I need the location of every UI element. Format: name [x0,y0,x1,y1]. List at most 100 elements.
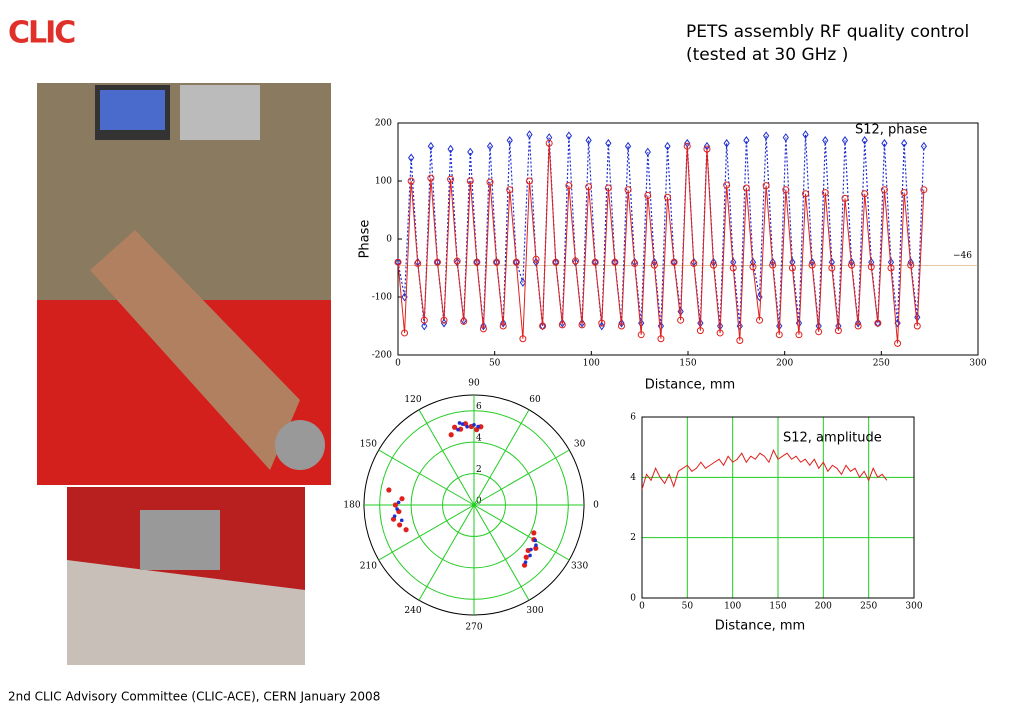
y-tick-label: -100 [372,293,392,303]
r-tick-label: 6 [476,402,482,412]
theta-tick-label: 120 [404,395,421,405]
marker [913,322,921,330]
marker [834,327,842,335]
marker [848,261,856,269]
marker [479,325,487,333]
r-tick-label: 0 [476,497,482,507]
x-tick-label: 50 [489,359,501,369]
point [457,421,462,425]
marker [440,318,448,328]
marker [841,136,849,145]
x-tick-label: 150 [769,602,786,612]
marker [394,258,402,266]
marker [578,321,586,329]
x-tick-label: 100 [724,602,741,612]
footer: 2nd CLIC Advisory Committee (CLIC-ACE), … [8,690,380,704]
y-tick-label: 0 [386,235,392,245]
point [528,553,532,558]
marker [855,318,862,328]
marker [525,177,533,185]
theta-tick-label: 270 [465,623,482,633]
marker [631,259,639,267]
x-tick-label: 0 [395,359,401,369]
marker [552,258,560,266]
grid-spoke [473,409,530,506]
theta-tick-label: 210 [360,562,377,572]
marker [677,316,685,324]
point [386,487,392,493]
marker [499,322,507,330]
point [533,538,538,543]
marker [802,130,809,139]
theta-tick-label: 30 [574,440,586,450]
x-tick-label: 0 [639,602,645,612]
marker [460,317,468,325]
point [399,496,405,502]
marker [408,153,415,163]
marker [447,175,455,183]
marker [822,136,829,145]
marker [900,189,908,197]
y-tick-label: 6 [630,413,636,423]
marker [808,261,816,269]
annotation: S12, phase [855,123,927,138]
marker [690,259,698,267]
marker [585,183,593,191]
marker [486,141,494,151]
grid-spoke [473,504,570,561]
marker [467,147,474,157]
theta-tick-label: 330 [571,562,588,572]
annotation: S12, amplitude [783,431,882,446]
point [392,502,399,508]
marker [617,322,625,330]
x-tick-label: 300 [969,359,986,369]
marker [723,181,731,189]
marker [874,319,882,327]
marker [894,339,902,347]
point [523,554,529,560]
point [529,547,533,552]
marker [815,328,823,336]
marker [447,144,454,154]
photo [67,487,305,665]
point [392,514,397,518]
marker [650,261,658,269]
marker [519,278,527,287]
y-tick-label: 4 [630,473,636,483]
marker [506,186,514,194]
marker [867,263,875,271]
marker [736,337,744,344]
marker [756,316,764,324]
marker [473,258,481,266]
marker [775,331,783,339]
marker [571,257,579,265]
theta-tick-label: 240 [404,606,421,616]
marker [565,182,573,190]
point [533,545,539,551]
marker [407,177,415,185]
title-line: PETS assembly RF quality control [686,22,969,42]
marker [703,145,711,153]
marker [414,259,422,267]
logo: CLIC [8,16,75,51]
series-line [641,448,888,490]
marker [454,257,461,267]
marker [769,261,777,269]
marker [598,321,605,331]
marker [920,186,928,194]
grid-spoke [418,409,475,506]
marker [433,258,441,266]
marker [624,186,632,194]
series-line [397,143,925,344]
marker [427,174,435,182]
reference-label: −46 [953,251,972,261]
x-tick-label: 200 [776,359,793,369]
marker [526,130,533,139]
marker [920,141,927,151]
x-tick-label: 100 [583,359,600,369]
marker [795,331,803,339]
r-tick-label: 2 [476,465,482,475]
marker [401,329,409,337]
marker [539,322,547,330]
